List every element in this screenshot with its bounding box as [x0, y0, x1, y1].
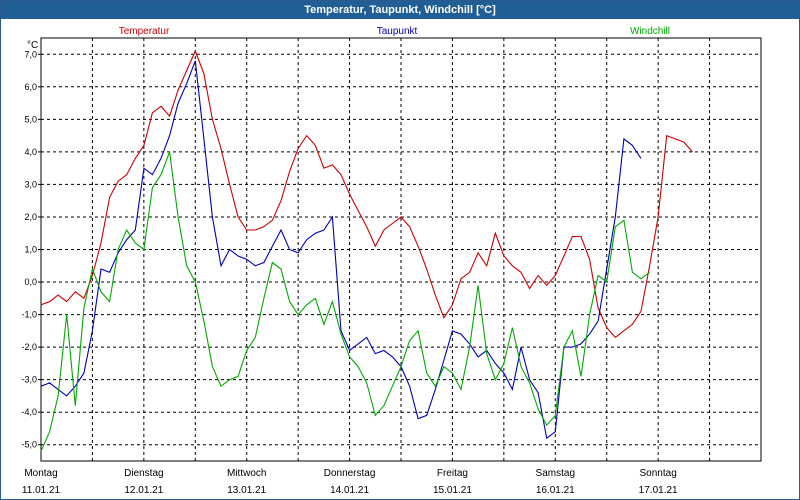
x-tick-day: Donnerstag	[324, 468, 376, 479]
series-line-windchill	[40, 151, 650, 452]
y-tick-label: -1,0	[21, 310, 37, 320]
x-tick-day: Samstag	[536, 468, 575, 479]
y-tick-label: 4,0	[24, 147, 37, 157]
y-tick-label: 7,0	[24, 49, 37, 59]
y-tick-label: 0,0	[24, 277, 37, 287]
series-line-temperatur	[40, 49, 693, 339]
y-tick-label: -3,0	[21, 375, 37, 385]
x-tick-date: 12.01.21	[124, 485, 163, 496]
y-tick-label: -2,0	[21, 342, 37, 352]
x-tick-day: Sonntag	[640, 468, 677, 479]
y-tick-label: 1,0	[24, 245, 37, 255]
chart-title: Temperatur, Taupunkt, Windchill [°C]	[1, 1, 799, 19]
legend-entry-taupunkt: Taupunkt	[377, 26, 418, 37]
legend-entry-windchill: Windchill	[630, 26, 670, 37]
x-tick-day: Mittwoch	[227, 468, 266, 479]
x-tick-date: 14.01.21	[330, 485, 369, 496]
x-axis: Montag 11.01.21 Dienstag 12.01.21 Mittwoch 13…	[22, 468, 678, 496]
x-tick-day: Dienstag	[124, 468, 163, 479]
y-tick-label: -5,0	[21, 440, 37, 450]
y-tick-label: 3,0	[24, 179, 37, 189]
y-tick-label: 6,0	[24, 82, 37, 92]
y-tick-label: 5,0	[24, 114, 37, 124]
y-axis: 7,0 6,0 5,0 4,0 3,0 2,0 1,0 0,0 -1,0 -2,0 -3,0 -4,0…	[21, 49, 41, 450]
x-tick-date: 16.01.21	[536, 485, 575, 496]
legend-entry-temperatur: Temperatur	[119, 26, 170, 37]
series-lines	[40, 49, 693, 452]
y-tick-label: -4,0	[21, 407, 37, 417]
x-tick-date: 11.01.21	[22, 485, 61, 496]
y-tick-label: 2,0	[24, 212, 37, 222]
x-tick-date: 17.01.21	[639, 485, 678, 496]
x-tick-date: 15.01.21	[433, 485, 472, 496]
y-axis-label: °C	[27, 40, 38, 51]
legend: Temperatur Taupunkt Windchill	[119, 26, 670, 37]
x-tick-day: Montag	[24, 468, 57, 479]
series-line-taupunkt	[40, 60, 642, 440]
x-tick-day: Freitag	[437, 468, 468, 479]
x-tick-date: 13.01.21	[227, 485, 266, 496]
